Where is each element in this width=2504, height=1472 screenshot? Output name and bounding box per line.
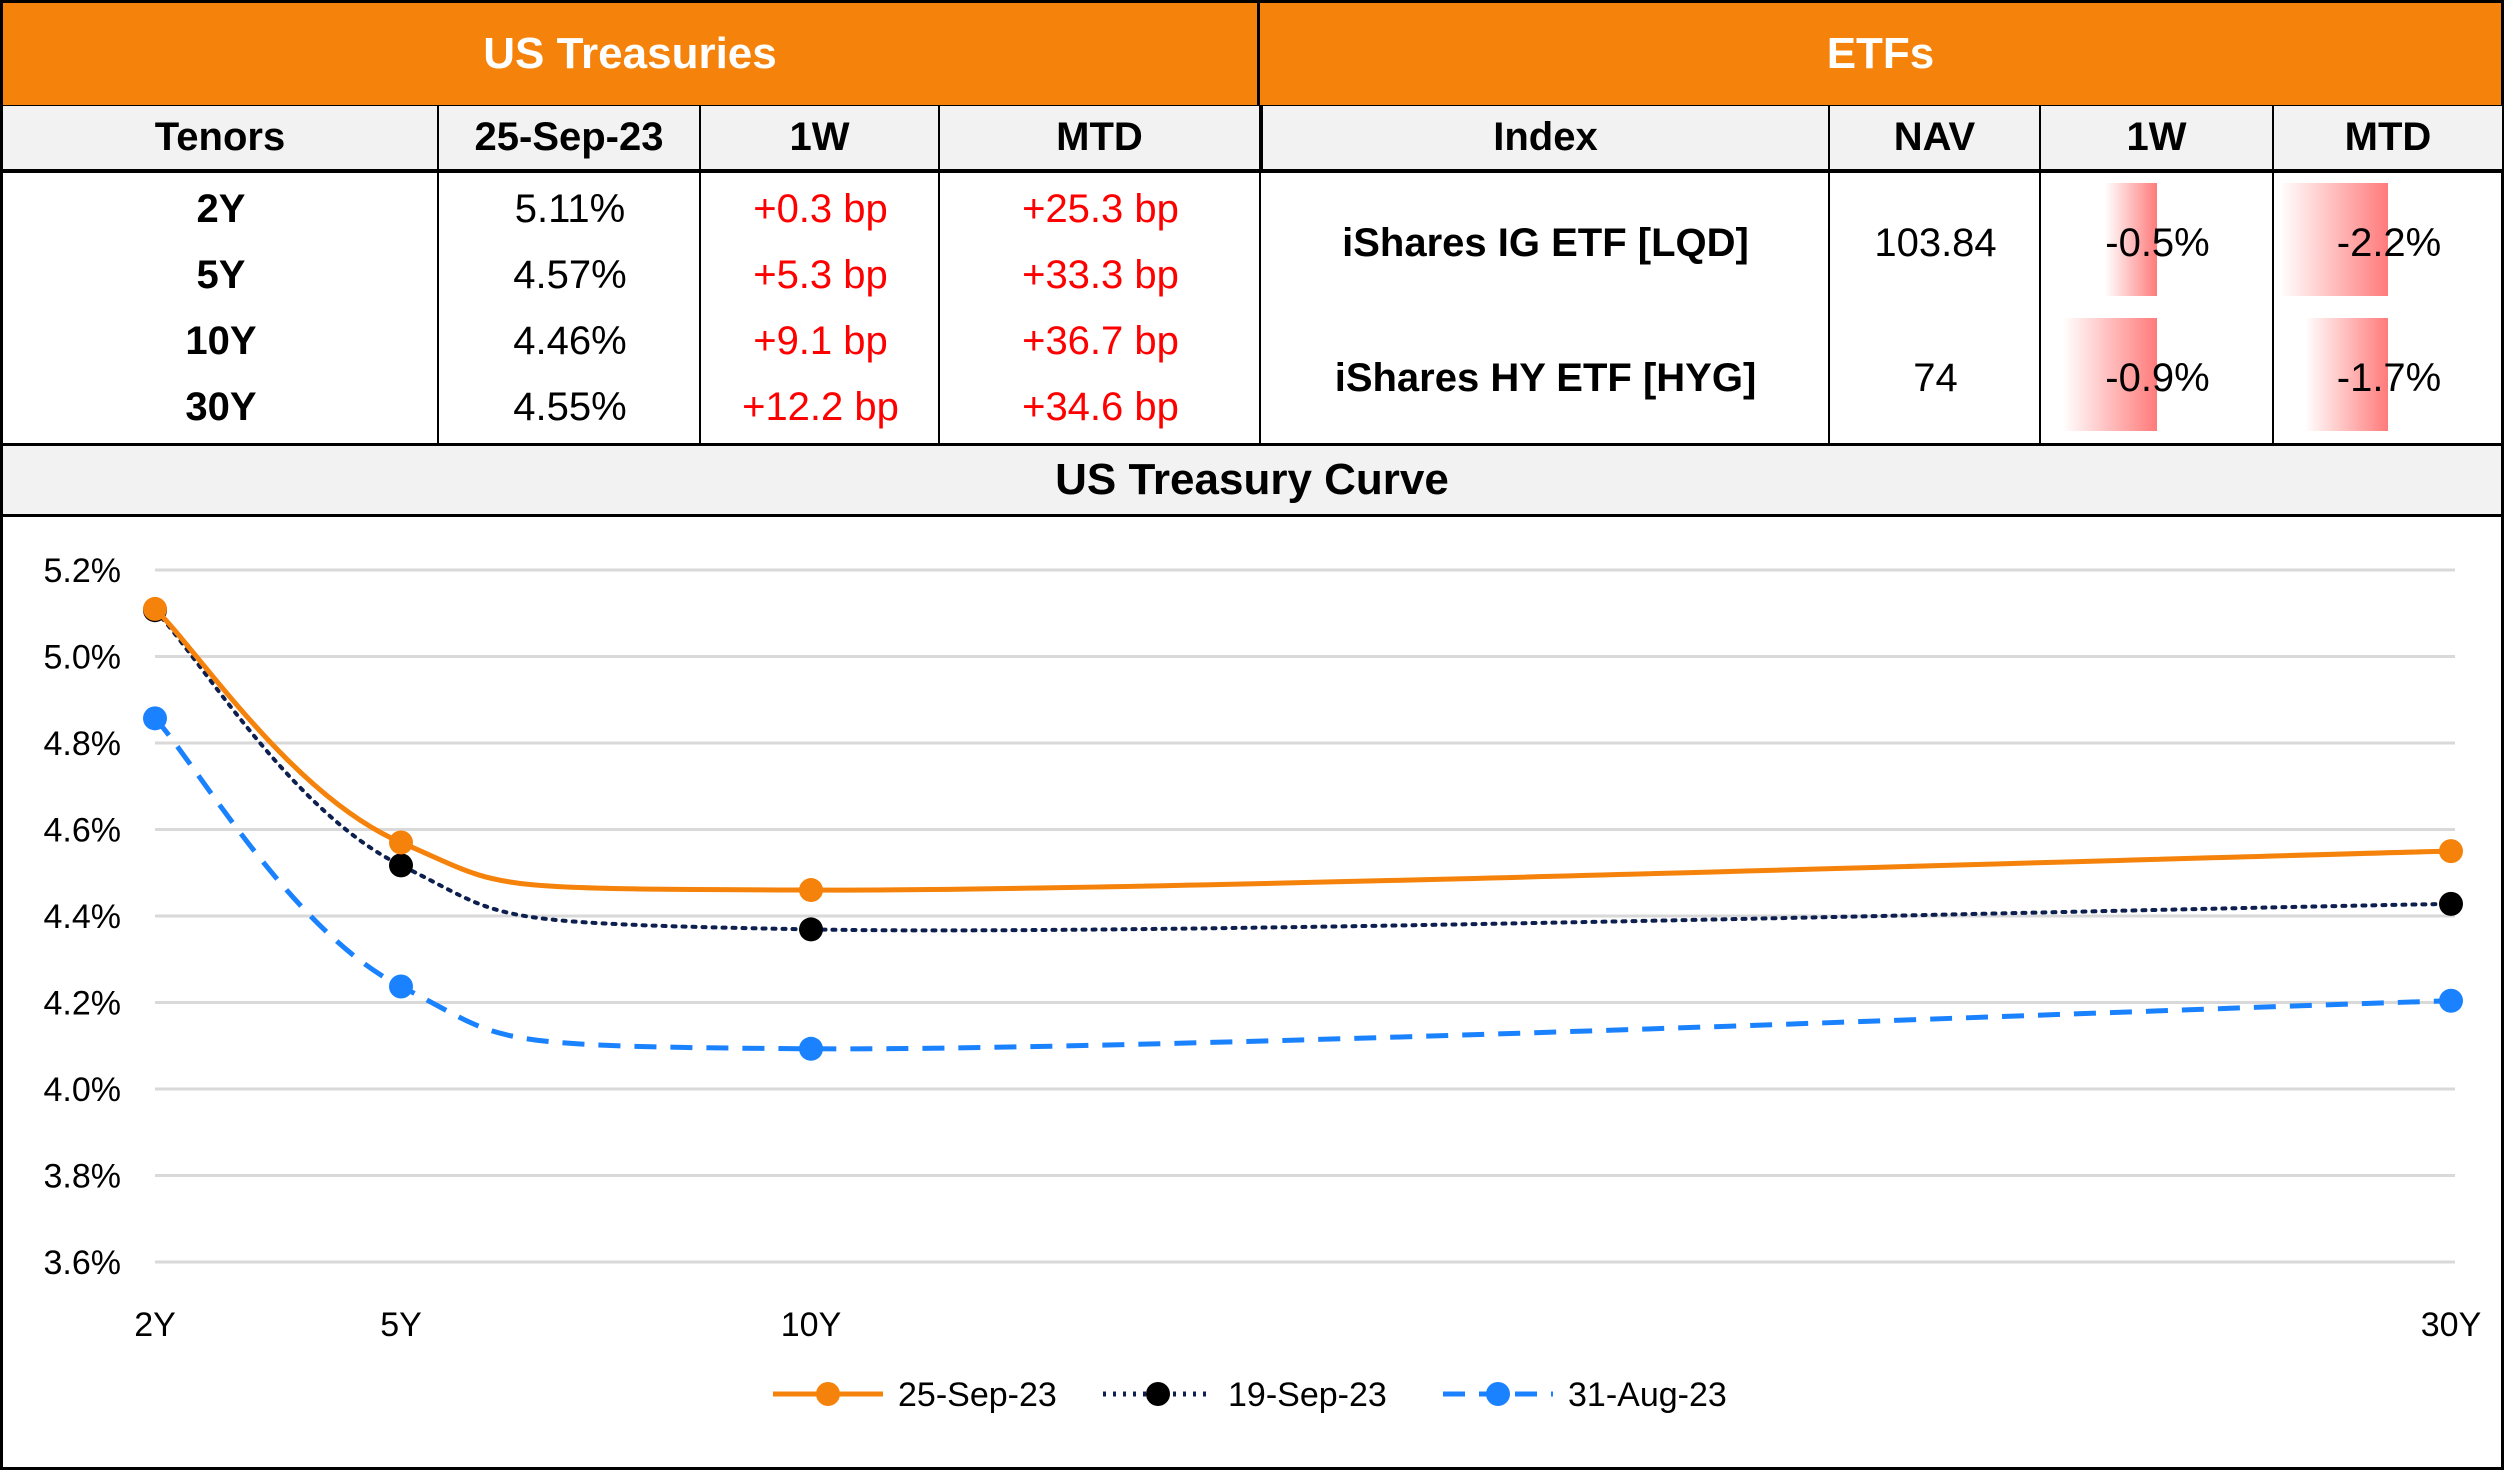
treasury-curve-chart: 3.6% 3.8% 4.0% 4.2% 4.4% 4.6% 4.8% 5.0% 5.2% 2Y 5Y… [44,552,2482,1414]
treasury-value: +5.3 bp [753,252,888,297]
column-header: MTD [940,106,1261,173]
treasury-value: +34.6 bp [1022,384,1179,429]
column-divider [938,173,940,443]
data-point [799,1036,823,1061]
data-bar [2062,318,2157,431]
legend-label: 19-Sep-23 [1228,1376,1387,1414]
etf-change: -2.2% [2336,221,2442,265]
column-header: NAV [1830,106,2041,173]
column-divider [437,173,439,443]
legend-marker [1486,1382,1510,1406]
x-tick-label: 30Y [2421,1306,2482,1344]
y-tick-label: 3.6% [44,1244,122,1282]
data-bar [2304,318,2388,431]
tenor-label: 10Y [185,318,257,363]
treasury-value: +12.2 bp [742,384,899,429]
treasury-value: 4.55% [513,384,627,429]
data-point [143,596,167,621]
column-header: 25-Sep-23 [439,106,701,173]
treasury-value: +9.1 bp [753,318,888,363]
y-tick-label: 4.6% [44,812,122,850]
legend-label: 25-Sep-23 [898,1376,1057,1414]
x-tick-label: 10Y [781,1306,842,1344]
column-divider [1828,173,1830,443]
data-point [2439,891,2463,916]
legend-label: 31-Aug-23 [1568,1376,1727,1414]
etf-change: -0.9% [2105,356,2210,400]
data-point [389,853,413,878]
tables-container: Tenors 25-Sep-23 1W MTD Index NAV 1W MTD 2Y 5.11%… [0,106,2504,446]
data-point [2439,839,2463,864]
column-divider [699,173,701,443]
column-header: MTD [2274,106,2504,173]
x-tick-label: 5Y [380,1306,422,1344]
treasury-value: 4.46% [513,318,627,363]
data-point [799,878,823,903]
column-divider [2039,173,2041,443]
tenor-label: 2Y [196,186,246,231]
data-bar [2104,183,2157,296]
y-tick-label: 4.2% [44,985,122,1023]
tenor-label: 30Y [185,384,257,429]
treasury-value: +25.3 bp [1022,186,1179,231]
treasury-value: 5.11% [514,186,626,231]
series-line-19-Sep-23 [153,608,2453,933]
chart-frame: 3.6% 3.8% 4.0% 4.2% 4.4% 4.6% 4.8% 5.0% 5.2% 2Y 5Y… [0,514,2504,1470]
treasury-value: 4.57% [513,252,627,297]
column-divider [1259,173,1261,443]
y-tick-label: 4.8% [44,725,122,763]
etf-nav: 103.84 [1874,221,1997,265]
data-point [389,830,413,855]
chart-title: US Treasury Curve [0,443,2504,517]
etf-nav: 74 [1913,356,1958,400]
tenor-label: 5Y [196,252,246,297]
column-header: Index [1261,106,1830,173]
etf-name: iShares IG ETF [LQD] [1342,221,1749,265]
x-tick-label: 2Y [134,1306,176,1344]
column-divider [2502,173,2504,443]
etf-change: -0.5% [2105,221,2210,265]
y-tick-label: 3.8% [44,1158,122,1196]
treasury-value: +0.3 bp [753,186,888,231]
series-line-25-Sep-23 [153,607,2452,893]
column-header: Tenors [3,106,439,173]
legend-marker [816,1382,840,1406]
column-header: 1W [2041,106,2274,173]
column-header: 1W [701,106,940,173]
etf-name: iShares HY ETF [HYG] [1334,356,1757,400]
treasury-value: +33.3 bp [1022,252,1179,297]
us-treasuries-header: US Treasuries [0,0,1260,108]
legend-marker [1146,1382,1170,1406]
chart-title-text: US Treasury Curve [1055,455,1449,504]
y-tick-label: 4.0% [44,1071,122,1109]
y-tick-label: 4.4% [44,898,122,936]
section-title: ETFs [1826,29,1935,78]
column-divider [2272,173,2274,443]
data-point [389,974,413,999]
treasury-value: +36.7 bp [1022,318,1179,363]
data-point [2439,988,2463,1013]
etf-change: -1.7% [2336,356,2442,400]
data-point [799,917,823,942]
y-tick-label: 5.0% [44,639,122,677]
data-point [143,706,167,731]
data-bar [2280,183,2388,296]
section-title: US Treasuries [483,29,777,78]
etfs-header: ETFs [1257,0,2504,108]
y-tick-label: 5.2% [44,552,122,590]
